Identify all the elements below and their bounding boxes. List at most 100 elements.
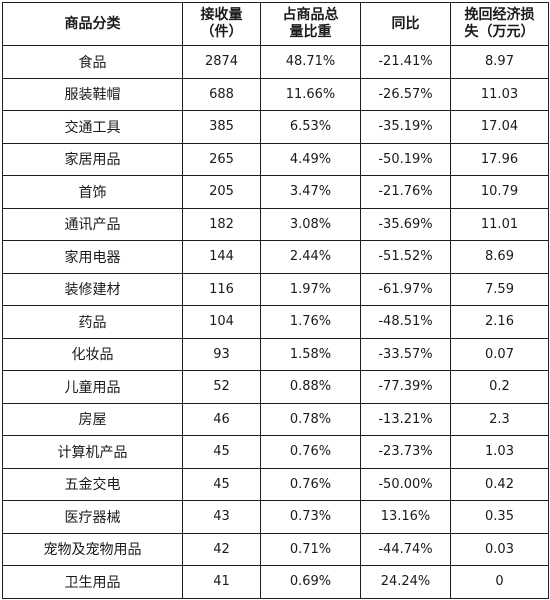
header-yoy: 同比 xyxy=(360,2,451,46)
cell-yoy: 24.24% xyxy=(360,565,451,599)
cell-received-count: 688 xyxy=(182,77,261,111)
cell-category: 宠物及宠物用品 xyxy=(2,532,183,566)
cell-share: 6.53% xyxy=(260,110,361,144)
header-recovered-loss: 挽回经济损 失（万元） xyxy=(450,2,549,46)
table-row: 五金交电 45 0.76% -50.00% 0.42 xyxy=(2,467,549,501)
cell-share: 1.58% xyxy=(260,337,361,371)
header-share-line-1: 占商品总 xyxy=(282,7,339,23)
cell-category: 首饰 xyxy=(2,175,183,209)
cell-received-count: 93 xyxy=(182,337,261,371)
cell-share: 0.88% xyxy=(260,370,361,404)
cell-category: 服装鞋帽 xyxy=(2,77,183,111)
cell-recovered-loss: 11.03 xyxy=(450,77,549,111)
table-row: 交通工具 385 6.53% -35.19% 17.04 xyxy=(2,110,549,144)
cell-category: 药品 xyxy=(2,305,183,339)
cell-category: 计算机产品 xyxy=(2,435,183,469)
cell-yoy: -33.57% xyxy=(360,337,451,371)
table-row: 家用电器 144 2.44% -51.52% 8.69 xyxy=(2,240,549,274)
cell-share: 0.71% xyxy=(260,532,361,566)
cell-recovered-loss: 11.01 xyxy=(450,207,549,241)
table-row: 服装鞋帽 688 11.66% -26.57% 11.03 xyxy=(2,77,549,111)
table-row: 食品 2874 48.71% -21.41% 8.97 xyxy=(2,45,549,79)
cell-recovered-loss: 17.96 xyxy=(450,142,549,176)
header-recovered-loss-line-2: 失（万元） xyxy=(464,24,535,40)
cell-received-count: 2874 xyxy=(182,45,261,79)
cell-recovered-loss: 0.42 xyxy=(450,467,549,501)
cell-category: 家用电器 xyxy=(2,240,183,274)
table-row: 医疗器械 43 0.73% 13.16% 0.35 xyxy=(2,500,549,534)
cell-received-count: 182 xyxy=(182,207,261,241)
cell-share: 48.71% xyxy=(260,45,361,79)
cell-share: 0.69% xyxy=(260,565,361,599)
cell-yoy: -61.97% xyxy=(360,272,451,306)
header-share: 占商品总 量比重 xyxy=(260,2,361,46)
cell-received-count: 385 xyxy=(182,110,261,144)
cell-received-count: 42 xyxy=(182,532,261,566)
cell-received-count: 144 xyxy=(182,240,261,274)
cell-recovered-loss: 1.03 xyxy=(450,435,549,469)
table-row: 计算机产品 45 0.76% -23.73% 1.03 xyxy=(2,435,549,469)
cell-yoy: -50.19% xyxy=(360,142,451,176)
header-received-count-line-1: 接收量 xyxy=(200,7,243,23)
cell-share: 0.76% xyxy=(260,467,361,501)
cell-yoy: -13.21% xyxy=(360,402,451,436)
cell-recovered-loss: 8.69 xyxy=(450,240,549,274)
cell-yoy: -26.57% xyxy=(360,77,451,111)
cell-received-count: 45 xyxy=(182,435,261,469)
cell-share: 0.73% xyxy=(260,500,361,534)
cell-share: 11.66% xyxy=(260,77,361,111)
cell-category: 家居用品 xyxy=(2,142,183,176)
table-row: 通讯产品 182 3.08% -35.69% 11.01 xyxy=(2,207,549,241)
table-row: 化妆品 93 1.58% -33.57% 0.07 xyxy=(2,337,549,371)
cell-yoy: -50.00% xyxy=(360,467,451,501)
cell-yoy: 13.16% xyxy=(360,500,451,534)
cell-yoy: -21.41% xyxy=(360,45,451,79)
header-received-count-line-2: （件） xyxy=(200,24,243,40)
cell-recovered-loss: 2.3 xyxy=(450,402,549,436)
cell-received-count: 41 xyxy=(182,565,261,599)
cell-recovered-loss: 2.16 xyxy=(450,305,549,339)
cell-category: 医疗器械 xyxy=(2,500,183,534)
cell-share: 2.44% xyxy=(260,240,361,274)
cell-received-count: 116 xyxy=(182,272,261,306)
cell-category: 通讯产品 xyxy=(2,207,183,241)
cell-recovered-loss: 0.2 xyxy=(450,370,549,404)
cell-yoy: -51.52% xyxy=(360,240,451,274)
header-yoy-line-1: 同比 xyxy=(391,15,420,32)
cell-yoy: -21.76% xyxy=(360,175,451,209)
cell-yoy: -35.69% xyxy=(360,207,451,241)
cell-category: 食品 xyxy=(2,45,183,79)
cell-category: 交通工具 xyxy=(2,110,183,144)
cell-share: 0.78% xyxy=(260,402,361,436)
cell-yoy: -44.74% xyxy=(360,532,451,566)
cell-share: 1.76% xyxy=(260,305,361,339)
cell-recovered-loss: 10.79 xyxy=(450,175,549,209)
cell-yoy: -35.19% xyxy=(360,110,451,144)
cell-category: 卫生用品 xyxy=(2,565,183,599)
table-row: 家居用品 265 4.49% -50.19% 17.96 xyxy=(2,142,549,176)
cell-received-count: 205 xyxy=(182,175,261,209)
table-row: 装修建材 116 1.97% -61.97% 7.59 xyxy=(2,272,549,306)
cell-share: 3.47% xyxy=(260,175,361,209)
cell-received-count: 43 xyxy=(182,500,261,534)
table-row: 药品 104 1.76% -48.51% 2.16 xyxy=(2,305,549,339)
cell-share: 0.76% xyxy=(260,435,361,469)
cell-share: 1.97% xyxy=(260,272,361,306)
header-received-count: 接收量 （件） xyxy=(182,2,261,46)
cell-received-count: 52 xyxy=(182,370,261,404)
cell-yoy: -77.39% xyxy=(360,370,451,404)
header-share-line-2: 量比重 xyxy=(289,24,332,40)
cell-category: 装修建材 xyxy=(2,272,183,306)
table-row: 房屋 46 0.78% -13.21% 2.3 xyxy=(2,402,549,436)
cell-received-count: 45 xyxy=(182,467,261,501)
cell-received-count: 265 xyxy=(182,142,261,176)
table-body: 食品 2874 48.71% -21.41% 8.97 服装鞋帽 688 11.66% -26.… xyxy=(2,45,549,599)
header-category: 商品分类 xyxy=(2,2,183,46)
cell-category: 房屋 xyxy=(2,402,183,436)
cell-category: 化妆品 xyxy=(2,337,183,371)
cell-share: 3.08% xyxy=(260,207,361,241)
header-category-line-1: 商品分类 xyxy=(64,15,121,32)
cell-yoy: -23.73% xyxy=(360,435,451,469)
cell-recovered-loss: 0 xyxy=(450,565,549,599)
cell-recovered-loss: 8.97 xyxy=(450,45,549,79)
